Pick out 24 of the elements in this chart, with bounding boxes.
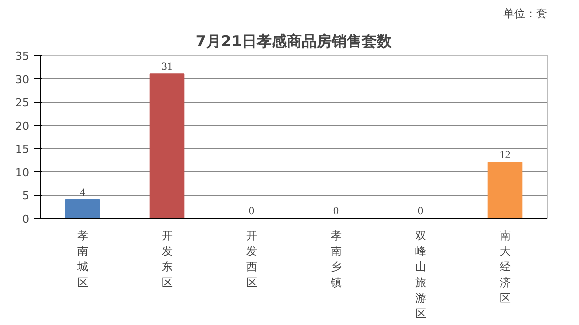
data-label: 0 [249, 206, 255, 218]
y-tick-label: 10 [16, 166, 30, 180]
x-tick-label: 开发东区 [162, 230, 173, 290]
data-label: 12 [500, 150, 511, 162]
data-label: 0 [334, 206, 340, 218]
text: 单位：套 [504, 8, 548, 20]
x-tick-label: 双峰山旅游区 [415, 230, 426, 320]
bar [65, 199, 100, 218]
y-tick-label: 20 [16, 120, 30, 133]
data-label: 31 [162, 61, 173, 74]
data-label: 0 [418, 206, 424, 218]
chart-title: 7月21日孝感商品房销售套数 [196, 32, 394, 50]
bar [150, 74, 185, 218]
x-tick-label: 孝南城区 [76, 230, 88, 290]
x-tick-label: 南大经济区 [500, 230, 511, 305]
y-tick-label: 0 [22, 213, 30, 226]
y-tick-label: 5 [22, 190, 30, 203]
bar [488, 162, 523, 218]
y-tick-label: 15 [16, 143, 30, 156]
y-tick-label: 25 [16, 96, 30, 110]
x-tick-label: 开发西区 [246, 230, 258, 290]
x-tick-label: 孝南乡镇 [330, 230, 342, 290]
y-tick-label: 35 [16, 50, 30, 63]
y-tick-label: 30 [16, 73, 30, 86]
